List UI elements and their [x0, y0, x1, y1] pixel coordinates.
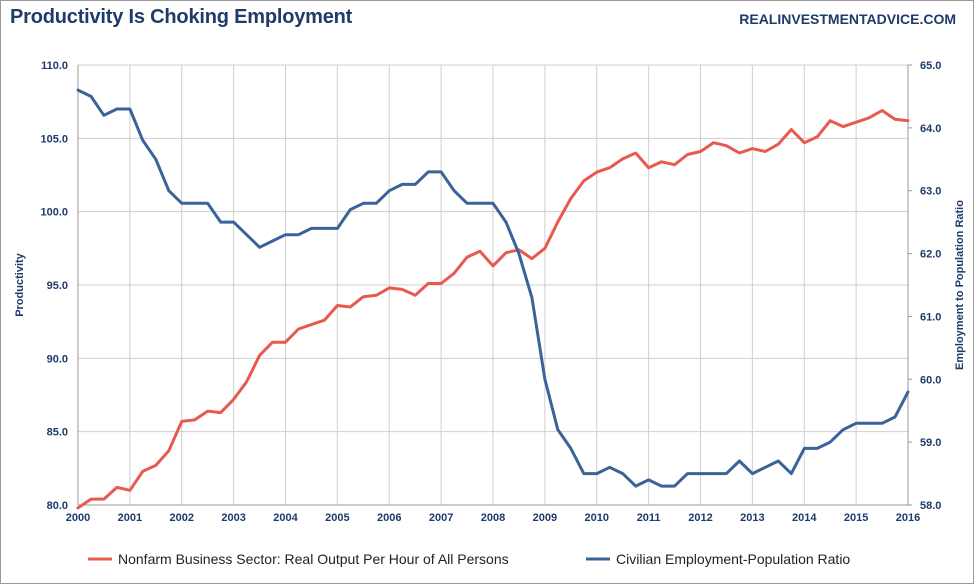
y-left-tick-label: 80.0	[47, 500, 68, 512]
y-right-tick-label: 60.0	[920, 374, 941, 386]
x-tick-label: 2002	[170, 512, 194, 524]
x-tick-label: 2005	[325, 512, 349, 524]
y-right-tick-label: 65.0	[920, 60, 941, 72]
x-tick-label: 2015	[844, 512, 868, 524]
y-right-tick-label: 62.0	[920, 249, 941, 261]
chart-source: REALINVESTMENTADVICE.COM	[739, 11, 956, 27]
y-left-tick-label: 105.0	[40, 133, 68, 145]
y-right-axis-title: Employment to Population Ratio	[954, 200, 966, 370]
x-tick-label: 2003	[221, 512, 245, 524]
employment-ratio-series-line	[76, 88, 910, 488]
x-tick-label: 2001	[118, 512, 142, 524]
x-tick-label: 2006	[377, 512, 401, 524]
x-tick-label: 2012	[688, 512, 712, 524]
legend-label-employment: Civilian Employment-Population Ratio	[616, 551, 850, 567]
y-right-tick-label: 64.0	[920, 123, 941, 135]
x-tick-label: 2008	[481, 512, 505, 524]
x-tick-label: 2016	[896, 512, 920, 524]
x-tick-label: 2013	[740, 512, 764, 524]
y-left-tick-label: 110.0	[41, 60, 68, 72]
x-tick-label: 2004	[273, 512, 298, 524]
x-tick-label: 2011	[637, 512, 661, 524]
x-tick-label: 2007	[429, 512, 453, 524]
chart-title: Productivity Is Choking Employment	[10, 6, 353, 28]
x-tick-label: 2000	[66, 512, 90, 524]
y-right-tick-label: 59.0	[920, 437, 941, 449]
x-tick-label: 2009	[533, 512, 557, 524]
y-left-tick-label: 95.0	[47, 280, 68, 292]
x-tick-label: 2014	[792, 512, 817, 524]
legend-label-productivity: Nonfarm Business Sector: Real Output Per…	[118, 551, 509, 567]
y-left-tick-label: 85.0	[47, 427, 68, 439]
y-left-tick-label: 100.0	[40, 207, 68, 219]
y-left-tick-label: 90.0	[47, 353, 68, 365]
y-right-tick-label: 63.0	[920, 186, 941, 198]
y-right-tick-label: 58.0	[920, 500, 941, 512]
y-right-tick-label: 61.0	[920, 311, 941, 323]
x-tick-label: 2010	[585, 512, 609, 524]
productivity-series-line	[76, 109, 910, 510]
y-left-axis-title: Productivity	[14, 252, 26, 316]
